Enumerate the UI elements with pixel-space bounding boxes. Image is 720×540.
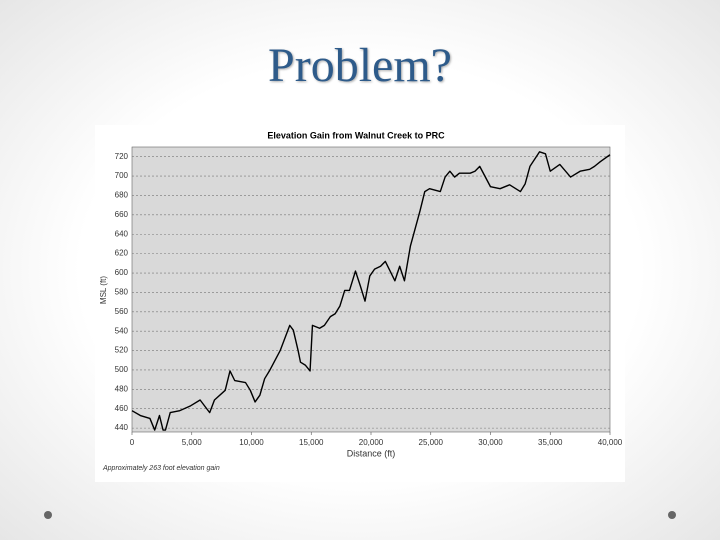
chart-title: Elevation Gain from Walnut Creek to PRC	[267, 130, 445, 140]
y-tick-label: 480	[115, 384, 129, 393]
x-tick-label: 15,000	[299, 438, 324, 447]
y-tick-label: 700	[115, 171, 129, 180]
y-tick-label: 640	[115, 229, 129, 238]
decor-dot	[44, 511, 52, 519]
x-axis-label: Distance (ft)	[347, 448, 396, 458]
annotation: Approximately 263 foot elevation gain	[102, 465, 220, 472]
y-tick-label: 580	[115, 288, 129, 297]
y-tick-label: 620	[115, 249, 129, 258]
y-tick-label: 660	[115, 210, 129, 219]
y-tick-label: 560	[115, 307, 129, 316]
y-tick-label: 720	[115, 152, 129, 161]
y-tick-label: 440	[115, 423, 129, 432]
y-tick-label: 460	[115, 404, 129, 413]
x-tick-label: 0	[130, 438, 135, 447]
y-tick-label: 540	[115, 326, 129, 335]
x-tick-label: 35,000	[538, 438, 563, 447]
y-axis-label: MSL (ft)	[99, 276, 108, 304]
y-tick-label: 680	[115, 191, 129, 200]
y-tick-label: 520	[115, 346, 129, 355]
elevation-line	[131, 151, 611, 431]
x-tick-label: 30,000	[478, 438, 503, 447]
slide-title: Problem?	[268, 39, 452, 92]
y-tick-label: 500	[115, 365, 129, 374]
plot-area	[131, 146, 611, 433]
x-tick-label: 5,000	[182, 438, 203, 447]
x-tick-label: 10,000	[239, 438, 264, 447]
y-tick-label: 600	[115, 268, 129, 277]
x-tick-label: 40,000	[598, 438, 623, 447]
decor-dot	[668, 511, 676, 519]
x-tick-label: 25,000	[419, 438, 444, 447]
x-tick-label: 20,000	[359, 438, 384, 447]
